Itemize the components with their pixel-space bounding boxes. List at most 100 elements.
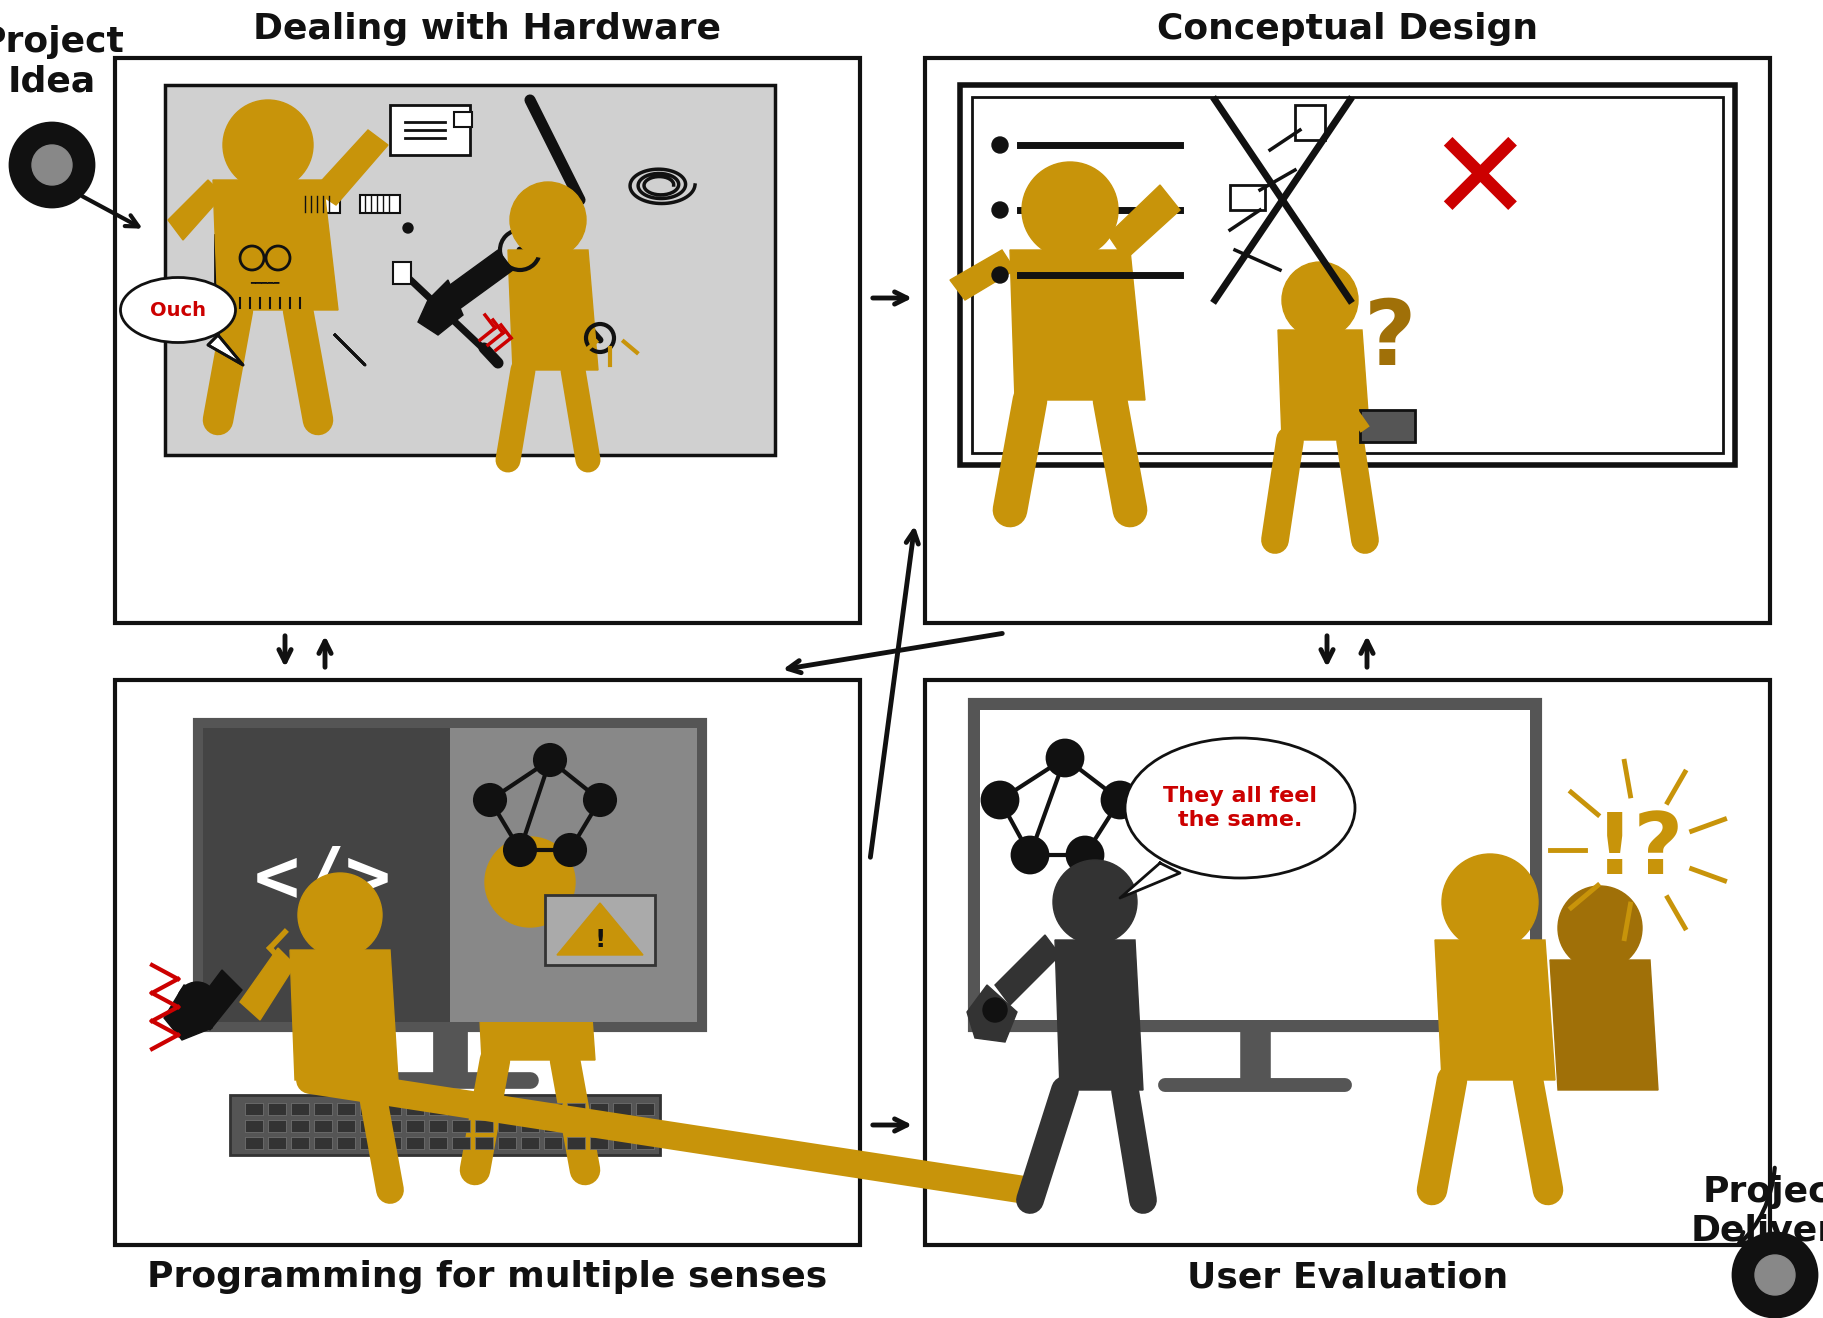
Circle shape — [534, 743, 565, 776]
Bar — [407, 1137, 423, 1149]
Bar — [589, 1137, 607, 1149]
Circle shape — [992, 202, 1008, 217]
Circle shape — [1012, 837, 1048, 873]
Bar — [979, 710, 1529, 1020]
Bar — [924, 58, 1768, 623]
Circle shape — [992, 137, 1008, 153]
Bar — [545, 895, 654, 965]
Polygon shape — [1550, 960, 1657, 1090]
FancyArrowPatch shape — [279, 635, 292, 662]
Text: !: ! — [594, 928, 605, 952]
Polygon shape — [164, 985, 213, 1040]
Bar — [115, 680, 859, 1246]
Text: </>: </> — [253, 845, 392, 919]
Circle shape — [1101, 782, 1138, 818]
Polygon shape — [950, 250, 1014, 301]
Polygon shape — [556, 903, 644, 956]
Polygon shape — [995, 934, 1059, 1006]
Bar — [299, 195, 339, 214]
Bar — [474, 1137, 492, 1149]
Text: Project
Idea: Project Idea — [0, 25, 124, 99]
Bar — [314, 1103, 332, 1115]
Bar — [359, 1137, 377, 1149]
Circle shape — [1442, 854, 1537, 950]
Bar — [314, 1120, 332, 1132]
Bar — [521, 1103, 540, 1115]
Circle shape — [503, 834, 536, 866]
Text: Conceptual Design: Conceptual Design — [1156, 12, 1537, 46]
Circle shape — [177, 982, 217, 1021]
Bar — [428, 1120, 447, 1132]
Text: Ouch: Ouch — [149, 301, 206, 319]
Ellipse shape — [1125, 738, 1354, 878]
FancyArrowPatch shape — [870, 531, 917, 857]
Bar — [452, 1120, 470, 1132]
Polygon shape — [314, 130, 388, 206]
Bar — [230, 1095, 660, 1155]
Circle shape — [9, 123, 95, 207]
Bar — [498, 1103, 516, 1115]
Bar — [498, 1137, 516, 1149]
Bar — [589, 1103, 607, 1115]
Bar — [452, 1103, 470, 1115]
Polygon shape — [1010, 250, 1145, 399]
FancyArrowPatch shape — [82, 196, 139, 227]
Bar — [383, 1120, 401, 1132]
Polygon shape — [578, 920, 640, 981]
Bar — [543, 1103, 561, 1115]
Text: Dealing with Hardware: Dealing with Hardware — [253, 12, 722, 46]
Bar — [636, 1103, 654, 1115]
Circle shape — [1052, 861, 1136, 944]
Polygon shape — [1054, 940, 1143, 1090]
Circle shape — [222, 100, 314, 190]
Bar — [1294, 105, 1323, 140]
Circle shape — [485, 837, 574, 927]
Bar — [115, 58, 859, 623]
Bar — [1360, 410, 1415, 442]
Bar — [428, 1137, 447, 1149]
Bar — [428, 1103, 447, 1115]
Bar — [589, 1120, 607, 1132]
Bar — [454, 112, 472, 127]
Bar — [567, 1120, 585, 1132]
Bar — [498, 1120, 516, 1132]
FancyArrowPatch shape — [319, 642, 332, 667]
Bar — [567, 1137, 585, 1149]
Text: ━━━━━: ━━━━━ — [250, 277, 279, 287]
Circle shape — [1021, 162, 1117, 258]
Bar — [268, 1120, 286, 1132]
Bar — [268, 1103, 286, 1115]
Bar — [359, 1103, 377, 1115]
Polygon shape — [191, 970, 242, 1029]
Bar — [164, 84, 775, 455]
Circle shape — [1046, 739, 1083, 776]
Text: ?: ? — [1364, 297, 1415, 384]
Bar — [390, 105, 470, 156]
Bar — [337, 1103, 355, 1115]
Bar — [202, 728, 450, 1021]
Polygon shape — [1435, 940, 1555, 1079]
Bar — [474, 1120, 492, 1132]
Circle shape — [1066, 837, 1103, 873]
Ellipse shape — [120, 278, 235, 343]
Bar — [314, 1137, 332, 1149]
Circle shape — [1732, 1234, 1816, 1317]
Circle shape — [1754, 1255, 1794, 1296]
Polygon shape — [1119, 863, 1179, 898]
Polygon shape — [208, 335, 242, 365]
Text: User Evaluation: User Evaluation — [1187, 1260, 1508, 1294]
FancyArrowPatch shape — [871, 1119, 906, 1131]
Polygon shape — [966, 985, 1017, 1043]
Circle shape — [297, 873, 381, 957]
Bar — [613, 1137, 631, 1149]
Polygon shape — [168, 181, 222, 240]
Bar — [636, 1120, 654, 1132]
Text: ✕: ✕ — [1427, 124, 1531, 245]
Polygon shape — [417, 279, 463, 335]
FancyArrowPatch shape — [871, 291, 906, 304]
Polygon shape — [443, 250, 512, 310]
FancyArrowPatch shape — [788, 634, 1001, 672]
Bar — [972, 98, 1723, 453]
Polygon shape — [1107, 185, 1179, 260]
Circle shape — [1282, 262, 1358, 337]
